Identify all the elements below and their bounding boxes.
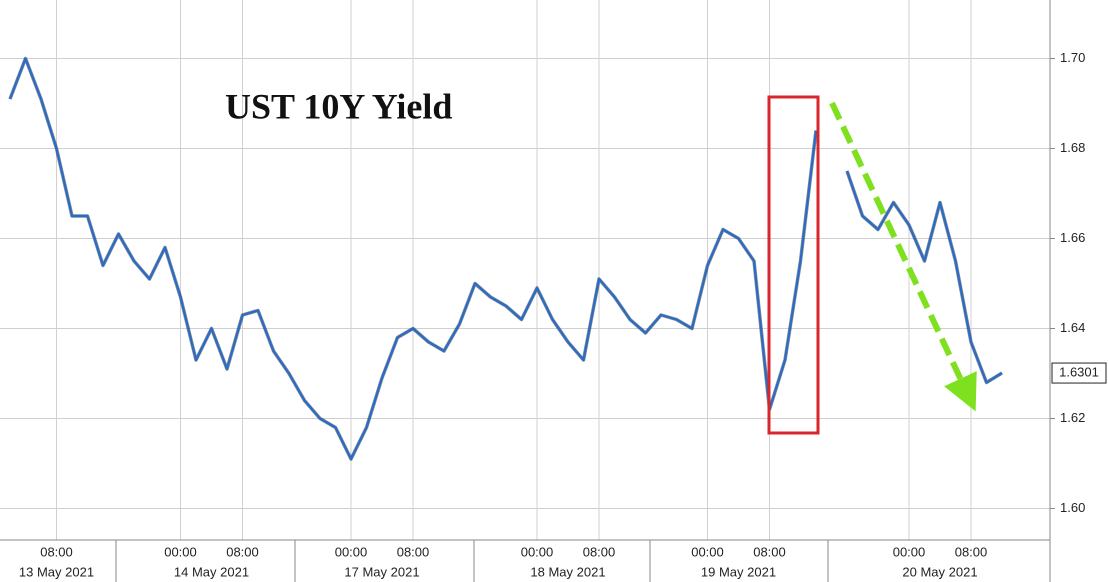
x-tick-label: 00:00 bbox=[691, 544, 724, 559]
y-tick-label: 1.62 bbox=[1060, 410, 1085, 425]
y-tick-label: 1.70 bbox=[1060, 50, 1085, 65]
y-tick-label: 1.68 bbox=[1060, 140, 1085, 155]
y-tick-label: 1.64 bbox=[1060, 320, 1085, 335]
x-tick-label: 00:00 bbox=[335, 544, 368, 559]
x-tick-label: 08:00 bbox=[955, 544, 988, 559]
x-date-label: 19 May 2021 bbox=[701, 564, 776, 579]
series-line bbox=[8, 57, 1003, 461]
last-value-label: 1.6301 bbox=[1059, 364, 1099, 379]
x-tick-label: 08:00 bbox=[583, 544, 616, 559]
x-date-label: 14 May 2021 bbox=[174, 564, 249, 579]
trend-arrow bbox=[829, 101, 977, 412]
x-date-label: 17 May 2021 bbox=[344, 564, 419, 579]
x-tick-label: 00:00 bbox=[164, 544, 197, 559]
highlight-box bbox=[767, 95, 820, 435]
y-tick-label: 1.66 bbox=[1060, 230, 1085, 245]
day-separators bbox=[115, 540, 829, 582]
x-date-label: 13 May 2021 bbox=[19, 564, 94, 579]
x-date-label: 20 May 2021 bbox=[902, 564, 977, 579]
x-tick-label: 08:00 bbox=[397, 544, 430, 559]
x-tick-label: 08:00 bbox=[40, 544, 73, 559]
x-tick-label: 08:00 bbox=[753, 544, 786, 559]
x-tick-label: 00:00 bbox=[521, 544, 554, 559]
x-date-label: 18 May 2021 bbox=[530, 564, 605, 579]
last-value-box bbox=[1051, 362, 1107, 384]
marks bbox=[8, 56, 1003, 461]
chart-title: UST 10Y Yield bbox=[225, 86, 452, 126]
y-tick-label: 1.60 bbox=[1060, 500, 1085, 515]
x-tick-label: 08:00 bbox=[226, 544, 259, 559]
x-tick-label: 00:00 bbox=[893, 544, 926, 559]
